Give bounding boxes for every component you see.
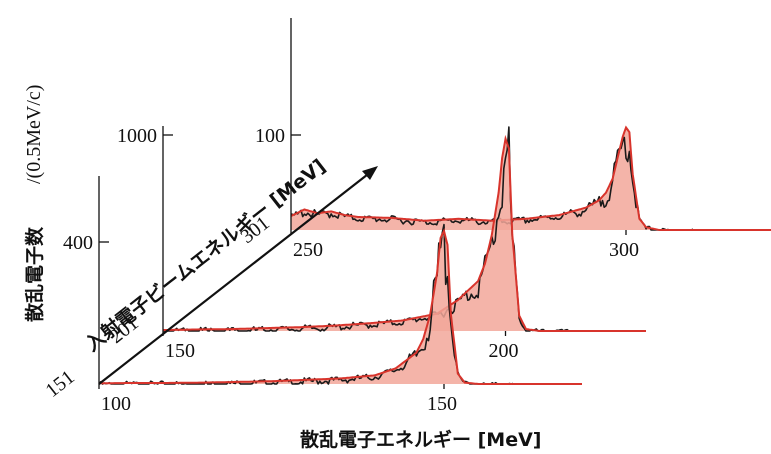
fit-line-151 (99, 227, 513, 385)
beam-energy-axis (98, 170, 373, 385)
x-tick-label-151-100: 100 (101, 393, 131, 415)
beam-energy-label-151: 151 (42, 366, 79, 402)
y-tick-label-151: 400 (63, 232, 93, 254)
x-tick-label-301-250: 250 (293, 239, 323, 261)
fit-line-301 (290, 125, 693, 231)
x-tick-label-201-200: 200 (489, 340, 519, 362)
x-tick-label-301-300: 300 (609, 239, 639, 261)
x-tick-label-151-150: 150 (427, 393, 457, 415)
x-tick-label-201-150: 150 (165, 340, 195, 362)
y-axis-unit: /(0.5MeV/c) (23, 85, 45, 184)
y-tick-label-301: 100 (255, 125, 285, 147)
x-axis-title: 散乱電子エネルギー [MeV] (300, 428, 541, 451)
y-tick-label-201: 1000 (117, 125, 157, 147)
data-line-201 (163, 126, 574, 332)
y-axis-title: 散乱電子数 (23, 226, 46, 322)
beam-energy-axis-arrowhead (362, 166, 378, 180)
fit-line-201 (163, 134, 574, 332)
